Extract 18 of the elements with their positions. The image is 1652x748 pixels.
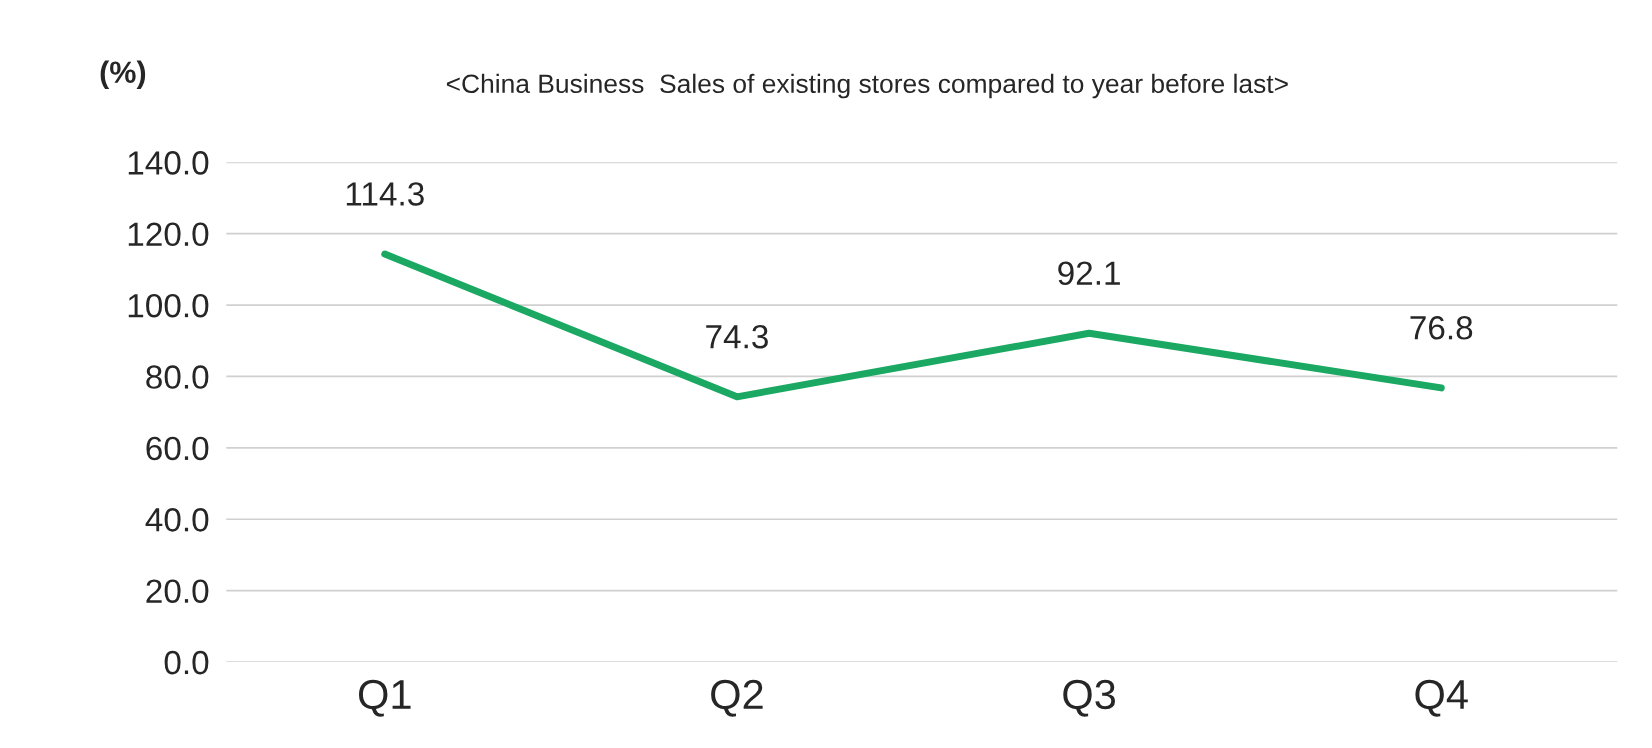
y-tick-label: 20.0 (146, 579, 209, 604)
data-label: 114.3 (346, 182, 424, 206)
data-label: 74.3 (706, 324, 768, 349)
y-tick-label: 140.0 (128, 151, 209, 175)
x-tick-label: Q2 (711, 679, 763, 717)
y-tick-label: 0.0 (164, 650, 209, 675)
y-tick-label: 80.0 (146, 365, 209, 389)
x-tick-label: Q4 (1415, 679, 1468, 717)
data-label: 76.8 (1410, 316, 1473, 340)
y-tick-label: 60.0 (146, 436, 209, 461)
data-label: 92.1 (1058, 261, 1120, 286)
y-axis-title: (%) (100, 60, 146, 90)
y-tick-label: 40.0 (145, 508, 209, 532)
y-tick-label: 100.0 (128, 293, 209, 318)
x-tick-label: Q3 (1063, 679, 1116, 717)
x-tick-label: Q1 (358, 679, 411, 717)
chart-title: <China Business Sales of existing stores compared to year before last> (446, 73, 1288, 99)
y-tick-label: 120.0 (128, 222, 209, 247)
